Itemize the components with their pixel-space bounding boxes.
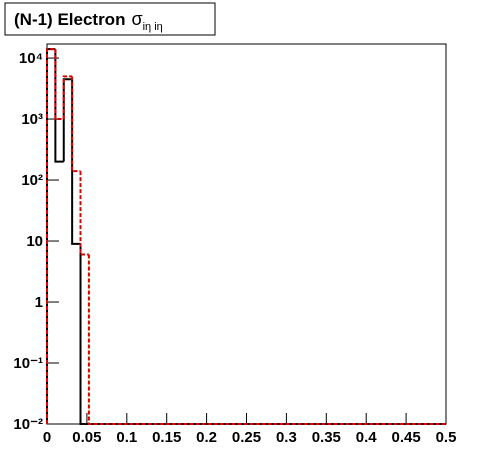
plot-frame: [46, 43, 447, 425]
x-tick-label: 0.45: [391, 429, 420, 446]
x-tick-label: 0.3: [276, 429, 297, 446]
x-tick-label: 0.2: [196, 429, 217, 446]
histogram-bin: [54, 49, 64, 163]
x-tick-label: 0.05: [72, 429, 101, 446]
chart-title: (N-1) Electron σiη iη: [14, 9, 163, 33]
x-tick-label: 0.4: [356, 429, 378, 446]
title-symbol: σ: [131, 9, 142, 29]
x-tick-label: 0.35: [312, 429, 341, 446]
histogram-bin: [46, 48, 56, 424]
y-tick-label: 1: [35, 294, 43, 311]
y-tick-label: 10²: [21, 172, 43, 189]
histogram-bin: [87, 254, 446, 425]
histogram-bin: [71, 79, 81, 245]
y-tick-label: 10: [26, 233, 43, 250]
x-tick-label: 0.1: [116, 429, 137, 446]
histogram-bin: [71, 76, 81, 173]
x-tick-label: 0.25: [232, 429, 261, 446]
y-tick-label: 10⁻¹: [13, 355, 43, 372]
x-tick-label: 0.15: [152, 429, 181, 446]
histogram-bin: [54, 49, 64, 121]
x-tick-label: 0: [43, 429, 51, 446]
y-tick-label: 10³: [21, 111, 43, 128]
histogram-bin: [46, 48, 56, 424]
histogram-bin: [79, 243, 89, 425]
y-tick-label: 10⁻²: [13, 416, 43, 433]
histogram-bin: [62, 78, 73, 162]
y-tick-label: 10⁴: [19, 50, 43, 67]
histogram-bin: [79, 171, 89, 256]
x-tick-label: 0.5: [436, 429, 457, 446]
histogram-bin: [62, 75, 73, 120]
title-subscript: iη iη: [143, 21, 163, 33]
title-text: (N-1) Electron: [14, 10, 125, 29]
title-box: [4, 2, 216, 36]
